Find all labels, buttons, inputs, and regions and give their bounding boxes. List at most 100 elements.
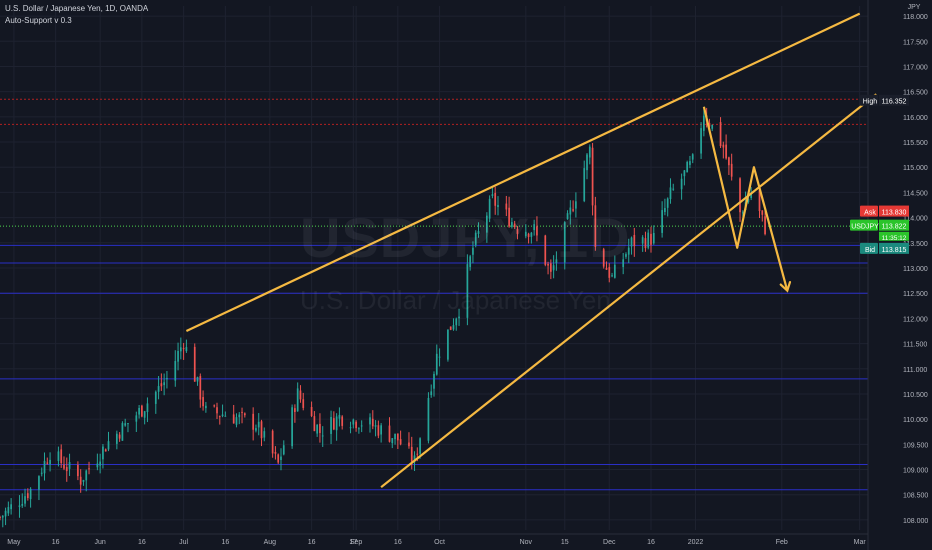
candle-body-down — [508, 207, 510, 227]
candle-body-down — [527, 233, 530, 237]
trendlines[interactable] — [185, 12, 877, 489]
candle-body-up — [664, 208, 666, 212]
candle-body-down — [271, 430, 274, 454]
candle-body-up — [127, 423, 129, 425]
candle-body-down — [182, 348, 185, 350]
support-resistance-levels — [0, 98, 868, 491]
candle-body-up — [185, 347, 188, 352]
candle-body-up — [43, 460, 46, 474]
candle-body-down — [605, 267, 608, 270]
candle-body-up — [427, 397, 430, 441]
candle-body-down — [449, 326, 452, 330]
candle-body-up — [575, 201, 577, 209]
candle-body-up — [452, 325, 455, 330]
candle-body-down — [193, 346, 196, 382]
last-tag-value: 113.822 — [882, 224, 907, 231]
candle-body-up — [82, 479, 85, 482]
candle-body-up — [330, 416, 332, 434]
price-tick-label: 108.500 — [903, 493, 928, 500]
candle-body-down — [549, 263, 552, 272]
candle-body-up — [611, 275, 613, 277]
candle-body-up — [57, 451, 60, 461]
candle-body-up — [672, 188, 675, 190]
candle-body-up — [652, 232, 655, 244]
candle-body-up — [282, 445, 285, 455]
price-tick-label: 114.500 — [903, 190, 928, 197]
candle-body-up — [360, 425, 363, 427]
price-tick-label: 113.500 — [903, 241, 928, 248]
candle-body-up — [613, 264, 616, 278]
trendline-upper[interactable] — [185, 12, 861, 332]
candle-body-down — [505, 203, 508, 210]
candle-body-down — [88, 468, 90, 470]
time-tick-label: 15 — [561, 539, 569, 546]
trendline-lower[interactable] — [380, 93, 877, 489]
candle-body-down — [332, 418, 335, 430]
candle-body-down — [594, 205, 597, 247]
candle-body-up — [533, 224, 536, 231]
candle-body-down — [274, 451, 277, 454]
candle-body-up — [555, 259, 558, 263]
price-tick-label: 109.500 — [903, 442, 928, 449]
candle-body-up — [124, 423, 127, 426]
ask-tag-label-bg — [860, 205, 878, 217]
candle-body-up — [472, 247, 474, 255]
candle-body-up — [458, 316, 460, 319]
candle-body-down — [319, 423, 321, 433]
candle-body-down — [408, 442, 410, 447]
time-tick-label: 16 — [138, 539, 146, 546]
indicator-label[interactable]: Auto-Support v 0.3 — [5, 16, 72, 25]
candle-body-down — [252, 413, 255, 430]
candle-body-up — [474, 232, 477, 246]
candle-body-up — [238, 414, 241, 418]
candle-body-up — [335, 416, 338, 431]
candle-body-down — [513, 223, 516, 228]
candle-body-up — [135, 415, 138, 422]
trendline-pattern[interactable] — [702, 106, 789, 291]
candle-body-down — [60, 449, 63, 464]
candle-body-up — [166, 378, 168, 380]
candle-body-up — [700, 128, 702, 154]
candle-body-up — [702, 115, 705, 131]
time-tick-label: Aug — [264, 539, 277, 546]
candle-body-up — [530, 232, 533, 237]
candle-body-up — [179, 347, 182, 352]
candle-body-up — [666, 198, 669, 208]
time-tick-label: 16 — [308, 539, 316, 546]
candle-body-down — [218, 416, 221, 418]
candle-body-up — [24, 496, 26, 504]
candle-body-up — [316, 424, 319, 434]
ask-tag-value-bg — [879, 205, 909, 217]
candle-body-up — [552, 265, 555, 271]
candle-body-down — [243, 413, 246, 416]
time-tick-label: 16 — [52, 539, 60, 546]
candle-body-down — [0, 517, 1, 519]
candle-body-down — [313, 416, 316, 432]
candle-body-up — [488, 198, 491, 219]
candle-body-down — [377, 425, 380, 436]
bid-tag-value-bg — [879, 242, 909, 254]
time-tick-label: May — [7, 539, 21, 546]
candle-body-up — [235, 417, 238, 425]
candle-body-up — [280, 456, 282, 461]
candle-body-down — [396, 433, 399, 441]
candlestick-series — [0, 107, 766, 528]
candle-body-up — [469, 256, 472, 268]
candle-body-up — [224, 415, 227, 417]
candle-body-down — [761, 210, 764, 215]
countdown-value: 11:35:12 — [882, 235, 907, 242]
candle-body-up — [138, 407, 140, 415]
candle-body-down — [63, 464, 65, 469]
candle-body-up — [491, 194, 494, 196]
candle-body-up — [143, 411, 146, 418]
symbol-title[interactable]: U.S. Dollar / Japanese Yen, 1D, OANDA — [5, 4, 149, 13]
candle-body-up — [583, 168, 586, 202]
candle-body-up — [686, 162, 689, 173]
candle-body-down — [46, 462, 49, 464]
candle-body-up — [196, 377, 199, 382]
candle-body-down — [410, 446, 413, 462]
time-tick-label: 16 — [221, 539, 229, 546]
candle-body-down — [355, 421, 357, 429]
